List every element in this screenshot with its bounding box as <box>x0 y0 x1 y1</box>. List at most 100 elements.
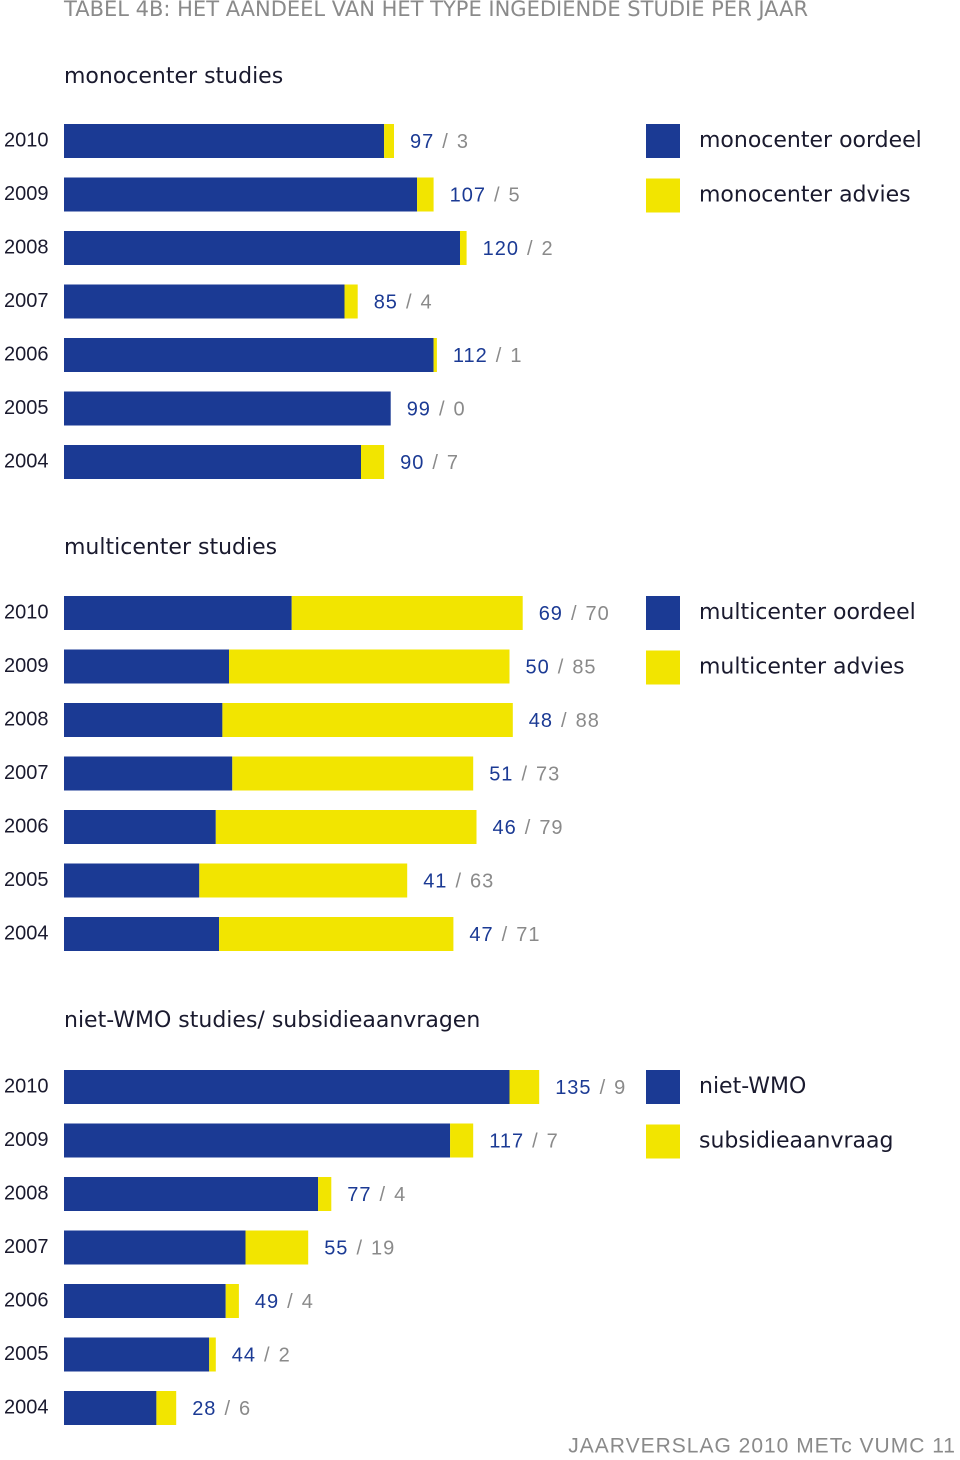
bar-segment <box>199 863 408 898</box>
y-tick-label: 2006 <box>4 815 49 837</box>
value-separator: / <box>432 452 439 474</box>
bar-segment <box>64 1123 451 1158</box>
value-primary: 69 <box>539 603 563 625</box>
y-tick-label: 2004 <box>4 450 49 472</box>
value-secondary: 6 <box>239 1398 251 1420</box>
value-primary: 51 <box>489 764 513 786</box>
value-label: 50 / 85 <box>526 657 597 679</box>
legend-swatch <box>646 650 680 685</box>
page-title: TABEL 4B: HET AANDEEL VAN HET TYPE INGED… <box>63 0 808 21</box>
bar-segment <box>219 917 454 951</box>
value-secondary: 71 <box>516 924 540 946</box>
value-label: 44 / 2 <box>232 1345 291 1367</box>
value-primary: 55 <box>324 1238 348 1260</box>
legend-swatch <box>646 178 680 213</box>
bar-segment <box>64 649 229 684</box>
bar-segment <box>64 1391 157 1425</box>
bar-segment <box>361 445 385 479</box>
value-separator: / <box>502 924 509 946</box>
legend-label: subsidieaanvraag <box>699 1129 893 1154</box>
value-primary: 41 <box>423 871 447 893</box>
value-label: 99 / 0 <box>407 399 466 421</box>
value-primary: 107 <box>450 185 486 207</box>
value-primary: 135 <box>555 1077 591 1099</box>
value-secondary: 2 <box>279 1345 291 1367</box>
value-separator: / <box>406 292 413 314</box>
bar-segment <box>318 1177 332 1211</box>
bar-segment <box>232 756 474 791</box>
value-secondary: 70 <box>586 603 610 625</box>
bar-segment <box>245 1230 309 1265</box>
value-primary: 120 <box>483 238 519 260</box>
value-label: 120 / 2 <box>483 238 554 260</box>
page-footer: JAARVERSLAG 2010 METc VUMC 11 <box>568 1435 956 1458</box>
bar-segment <box>291 596 523 630</box>
value-separator: / <box>442 131 449 153</box>
y-tick-label: 2008 <box>4 1182 49 1204</box>
bar-segment <box>64 863 200 898</box>
value-primary: 49 <box>255 1291 279 1313</box>
bar-segment <box>344 284 358 319</box>
y-tick-label: 2010 <box>4 129 49 151</box>
value-secondary: 1 <box>510 345 522 367</box>
bar-segment <box>433 338 437 372</box>
y-tick-label: 2006 <box>4 343 49 365</box>
bar-segment <box>64 596 292 630</box>
legend-swatch <box>646 1070 680 1104</box>
legend-label: multicenter oordeel <box>699 600 916 625</box>
bar-segment <box>64 445 361 479</box>
y-tick-label: 2007 <box>4 762 49 784</box>
bar-segment <box>229 649 510 684</box>
bar-segment <box>64 810 216 844</box>
chart-title: monocenter studies <box>64 64 283 89</box>
y-tick-label: 2010 <box>4 1075 49 1097</box>
value-separator: / <box>439 399 446 421</box>
value-label: 77 / 4 <box>347 1184 406 1206</box>
value-primary: 46 <box>493 817 517 839</box>
value-label: 117 / 7 <box>489 1131 559 1153</box>
y-tick-label: 2007 <box>4 290 49 312</box>
value-secondary: 4 <box>394 1184 406 1206</box>
bar-segment <box>64 1284 226 1318</box>
y-tick-label: 2008 <box>4 236 49 258</box>
value-secondary: 79 <box>539 817 563 839</box>
value-separator: / <box>264 1345 271 1367</box>
value-separator: / <box>521 764 528 786</box>
y-tick-label: 2010 <box>4 601 49 623</box>
value-label: 107 / 5 <box>450 185 521 207</box>
value-separator: / <box>571 603 578 625</box>
value-secondary: 7 <box>447 452 459 474</box>
value-secondary: 63 <box>470 871 494 893</box>
value-label: 112 / 1 <box>453 345 523 367</box>
value-secondary: 5 <box>509 185 521 207</box>
value-primary: 50 <box>526 657 550 679</box>
value-secondary: 3 <box>457 131 469 153</box>
bar-segment <box>64 917 220 951</box>
value-primary: 99 <box>407 399 431 421</box>
value-secondary: 4 <box>302 1291 314 1313</box>
bar-segment <box>64 1177 319 1211</box>
bar-segment <box>225 1284 239 1318</box>
value-separator: / <box>224 1398 231 1420</box>
y-tick-label: 2007 <box>4 1236 49 1258</box>
value-label: 47 / 71 <box>469 924 540 946</box>
value-label: 85 / 4 <box>374 292 433 314</box>
y-tick-label: 2005 <box>4 397 49 419</box>
value-separator: / <box>561 710 568 732</box>
value-primary: 90 <box>400 452 424 474</box>
y-tick-label: 2006 <box>4 1289 49 1311</box>
bar-segment <box>460 231 467 265</box>
bar-segment <box>64 284 345 319</box>
legend-label: monocenter advies <box>699 183 911 208</box>
value-primary: 97 <box>410 131 434 153</box>
value-secondary: 0 <box>454 399 466 421</box>
value-secondary: 9 <box>614 1077 626 1099</box>
value-primary: 77 <box>347 1184 371 1206</box>
bar-segment <box>64 177 418 212</box>
value-secondary: 7 <box>547 1131 559 1153</box>
chart-title: niet-WMO studies/ subsidieaanvragen <box>64 1008 480 1033</box>
value-primary: 112 <box>453 345 488 367</box>
value-secondary: 19 <box>371 1238 395 1260</box>
value-label: 49 / 4 <box>255 1291 314 1313</box>
bar-segment <box>509 1070 540 1104</box>
